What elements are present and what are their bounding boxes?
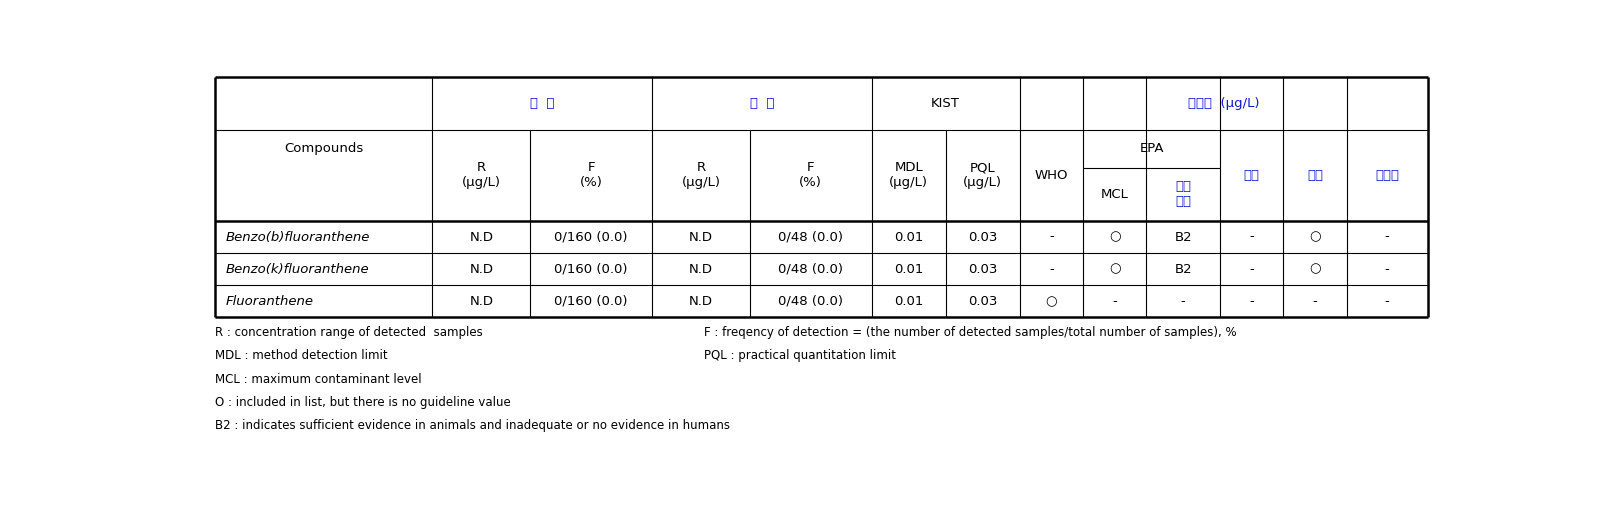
Text: R
(μg/L): R (μg/L) xyxy=(462,161,500,189)
Text: 0.03: 0.03 xyxy=(968,230,997,243)
Text: ○: ○ xyxy=(1310,263,1321,276)
Text: ○: ○ xyxy=(1109,263,1120,276)
Text: -: - xyxy=(1048,230,1053,243)
Text: MDL : method detection limit: MDL : method detection limit xyxy=(215,350,388,363)
Text: -: - xyxy=(1112,295,1117,308)
Text: F
(%): F (%) xyxy=(580,161,603,189)
Text: N.D: N.D xyxy=(689,295,713,308)
Text: -: - xyxy=(1048,263,1053,276)
Text: -: - xyxy=(1385,263,1390,276)
Text: 원  수: 원 수 xyxy=(750,96,774,109)
Text: -: - xyxy=(1249,295,1254,308)
Text: -: - xyxy=(1385,295,1390,308)
Text: PQL
(μg/L): PQL (μg/L) xyxy=(963,161,1002,189)
Text: 호주: 호주 xyxy=(1306,169,1322,182)
Text: O : included in list, but there is no guideline value: O : included in list, but there is no gu… xyxy=(215,396,511,409)
Text: Fluoranthene: Fluoranthene xyxy=(224,295,313,308)
Text: 기준값  (μg/L): 기준값 (μg/L) xyxy=(1188,96,1260,109)
Text: B2: B2 xyxy=(1175,263,1193,276)
Text: -: - xyxy=(1181,295,1186,308)
Text: Benzo(k)fluoranthene: Benzo(k)fluoranthene xyxy=(224,263,369,276)
Text: F : freqency of detection = (the number of detected samples/total number of samp: F : freqency of detection = (the number … xyxy=(704,326,1236,339)
Text: 0/48 (0.0): 0/48 (0.0) xyxy=(779,295,843,308)
Text: Compounds: Compounds xyxy=(284,142,364,155)
Text: B2: B2 xyxy=(1175,230,1193,243)
Text: 0.01: 0.01 xyxy=(894,230,923,243)
Text: 정  수: 정 수 xyxy=(531,96,555,109)
Text: 0/160 (0.0): 0/160 (0.0) xyxy=(555,263,628,276)
Text: N.D: N.D xyxy=(689,263,713,276)
Text: 0.01: 0.01 xyxy=(894,263,923,276)
Text: 0/48 (0.0): 0/48 (0.0) xyxy=(779,263,843,276)
Text: 0/160 (0.0): 0/160 (0.0) xyxy=(555,230,628,243)
Text: F
(%): F (%) xyxy=(800,161,822,189)
Text: 일본: 일본 xyxy=(1244,169,1260,182)
Text: 0/160 (0.0): 0/160 (0.0) xyxy=(555,295,628,308)
Text: -: - xyxy=(1385,230,1390,243)
Text: 0.03: 0.03 xyxy=(968,295,997,308)
Text: B2 : indicates sufficient evidence in animals and inadequate or no evidence in h: B2 : indicates sufficient evidence in an… xyxy=(215,419,731,432)
Text: ○: ○ xyxy=(1109,230,1120,243)
Text: MCL: MCL xyxy=(1101,188,1129,201)
Text: N.D: N.D xyxy=(470,263,494,276)
Text: PQL : practical quantitation limit: PQL : practical quantitation limit xyxy=(704,350,896,363)
Text: Benzo(b)fluoranthene: Benzo(b)fluoranthene xyxy=(224,230,370,243)
Text: ○: ○ xyxy=(1310,230,1321,243)
Text: 캐나다: 캐나다 xyxy=(1375,169,1399,182)
Text: MCL : maximum contaminant level: MCL : maximum contaminant level xyxy=(215,373,422,386)
Text: ○: ○ xyxy=(1045,295,1056,308)
Text: -: - xyxy=(1249,230,1254,243)
Text: 0/48 (0.0): 0/48 (0.0) xyxy=(779,230,843,243)
Text: -: - xyxy=(1313,295,1318,308)
Text: N.D: N.D xyxy=(470,295,494,308)
Text: MDL
(μg/L): MDL (μg/L) xyxy=(890,161,928,189)
Text: R : concentration range of detected  samples: R : concentration range of detected samp… xyxy=(215,326,483,339)
Text: -: - xyxy=(1249,263,1254,276)
Text: WHO: WHO xyxy=(1034,169,1068,182)
Text: 발암
그룹: 발암 그룹 xyxy=(1175,180,1191,208)
Text: R
(μg/L): R (μg/L) xyxy=(681,161,720,189)
Text: 0.03: 0.03 xyxy=(968,263,997,276)
Text: N.D: N.D xyxy=(470,230,494,243)
Text: EPA: EPA xyxy=(1140,142,1164,155)
Text: N.D: N.D xyxy=(689,230,713,243)
Text: KIST: KIST xyxy=(931,96,960,109)
Text: 0.01: 0.01 xyxy=(894,295,923,308)
